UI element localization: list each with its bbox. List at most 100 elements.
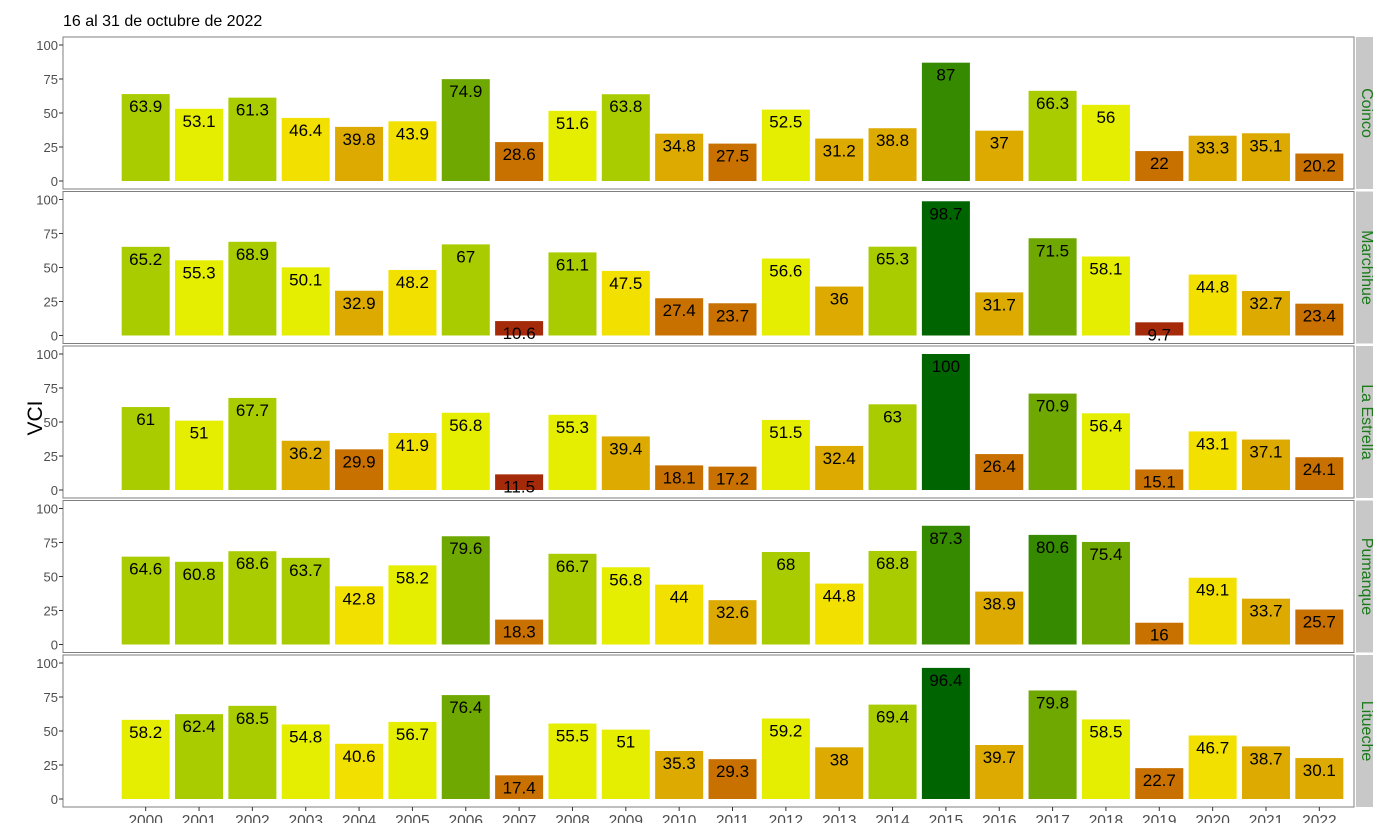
data-label: 33.3 xyxy=(1196,139,1229,158)
bar xyxy=(335,743,384,799)
data-label: 68 xyxy=(776,555,795,574)
bar xyxy=(1081,719,1130,799)
data-label: 67.7 xyxy=(236,401,269,420)
data-label: 31.7 xyxy=(983,295,1016,314)
bar xyxy=(548,414,597,490)
bar xyxy=(495,619,544,645)
data-label: 32.6 xyxy=(716,603,749,622)
bar xyxy=(121,556,170,645)
data-label: 30.1 xyxy=(1303,761,1336,780)
y-tick-label: 75 xyxy=(44,72,58,87)
y-tick-label: 75 xyxy=(44,690,58,705)
data-label: 63.8 xyxy=(609,97,642,116)
data-label: 52.5 xyxy=(769,113,802,132)
data-label: 15.1 xyxy=(1143,472,1176,491)
data-label: 51 xyxy=(616,733,635,752)
data-label: 33.7 xyxy=(1249,602,1282,621)
bar xyxy=(388,121,437,181)
bar xyxy=(388,269,437,336)
data-label: 36 xyxy=(830,290,849,309)
data-label: 68.8 xyxy=(876,554,909,573)
bar xyxy=(1081,541,1130,645)
y-tick-label: 75 xyxy=(44,381,58,396)
bar xyxy=(388,721,437,799)
data-label: 41.9 xyxy=(396,436,429,455)
facet-strip xyxy=(1356,655,1373,807)
y-tick-label: 0 xyxy=(51,638,58,653)
bar xyxy=(761,419,810,490)
bar xyxy=(281,267,330,336)
data-label: 65.2 xyxy=(129,250,162,269)
bar xyxy=(708,759,757,799)
bar xyxy=(175,561,224,645)
bar xyxy=(1135,768,1184,799)
bar xyxy=(1188,577,1237,645)
facet-panel: 0 25 50 75 100 65.2 55.3 68.9 50.1 32.9 48.2 67 10.6… xyxy=(36,191,1373,344)
data-label: 29.9 xyxy=(343,452,376,471)
bar xyxy=(655,298,704,336)
x-tick-label: 2017 xyxy=(1035,813,1069,823)
bar xyxy=(228,397,277,490)
bar xyxy=(548,110,597,181)
y-tick-label: 75 xyxy=(44,536,58,551)
bar xyxy=(228,97,277,181)
x-tick-label: 2013 xyxy=(822,813,856,823)
bar xyxy=(441,79,490,181)
data-label: 35.3 xyxy=(663,754,696,773)
bar xyxy=(335,449,384,490)
bar xyxy=(815,583,864,645)
bar xyxy=(1135,151,1184,181)
x-tick-label: 2007 xyxy=(502,813,536,823)
x-tick-label: 2018 xyxy=(1089,813,1123,823)
x-tick-label: 2016 xyxy=(982,813,1016,823)
bar xyxy=(815,747,864,799)
bar xyxy=(1241,439,1290,490)
data-label: 27.4 xyxy=(663,301,696,320)
bar xyxy=(868,404,917,490)
facet-strip-label: Pumanque xyxy=(1358,538,1373,615)
data-label: 87 xyxy=(936,66,955,85)
facet-strip xyxy=(1356,346,1373,498)
data-label: 58.2 xyxy=(129,723,162,742)
data-label: 32.4 xyxy=(823,449,856,468)
y-axis-label: VCI xyxy=(24,400,47,435)
bar xyxy=(1028,238,1077,336)
y-tick-label: 25 xyxy=(44,758,58,773)
bar xyxy=(975,454,1024,490)
data-label: 44 xyxy=(670,588,689,607)
bar xyxy=(1241,133,1290,181)
x-tick-label: 2001 xyxy=(182,813,216,823)
data-label: 34.8 xyxy=(663,137,696,156)
bar xyxy=(708,600,757,645)
x-tick-label: 2002 xyxy=(235,813,269,823)
data-label: 17.2 xyxy=(716,470,749,489)
bar xyxy=(548,723,597,799)
y-tick-label: 25 xyxy=(44,604,58,619)
data-label: 61.3 xyxy=(236,101,269,120)
bar xyxy=(335,126,384,181)
data-label: 37.1 xyxy=(1249,443,1282,462)
bar xyxy=(761,109,810,181)
data-label: 58.2 xyxy=(396,568,429,587)
data-label: 49.1 xyxy=(1196,581,1229,600)
data-label: 23.4 xyxy=(1303,307,1336,326)
data-label: 56.7 xyxy=(396,725,429,744)
bar xyxy=(601,94,650,181)
data-label: 44.8 xyxy=(823,587,856,606)
bar xyxy=(1295,758,1344,799)
data-label: 68.5 xyxy=(236,709,269,728)
bar xyxy=(1028,90,1077,181)
data-label: 36.2 xyxy=(289,444,322,463)
bar xyxy=(1081,413,1130,490)
bar xyxy=(921,525,970,645)
y-tick-label: 100 xyxy=(36,656,58,671)
data-label: 53.1 xyxy=(182,112,215,131)
data-label: 64.6 xyxy=(129,560,162,579)
data-label: 59.2 xyxy=(769,721,802,740)
bar xyxy=(548,553,597,645)
data-label: 60.8 xyxy=(182,565,215,584)
facet-panels: 0 25 50 75 100 63.9 53.1 61.3 46.4 39.8 43.9 74.9 28… xyxy=(36,36,1373,808)
x-tick-label: 2010 xyxy=(662,813,697,823)
y-tick-label: 25 xyxy=(44,295,58,310)
